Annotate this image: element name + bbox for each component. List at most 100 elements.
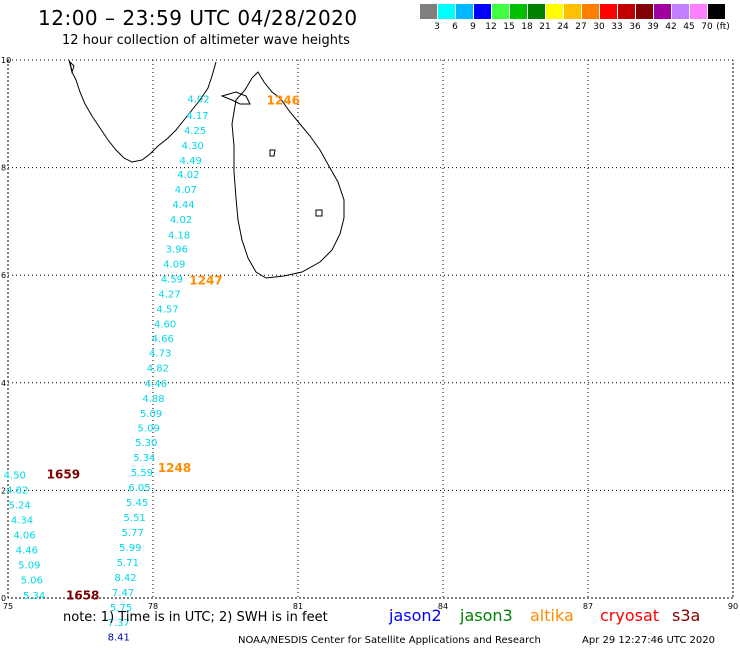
color-scale-legend: 3 6 9 12 15 18 21 24 27 30 33 36 39 42 45 70 (ft) [420, 4, 730, 38]
color-scale-swatch [690, 4, 707, 19]
y-tick-label: 0 [1, 594, 6, 603]
islet-2 [315, 209, 323, 217]
map-subtitle: 12 hour collection of altimeter wave hei… [62, 33, 350, 48]
wave-height-value: 4.82 [6, 485, 28, 496]
color-scale-label: 21 [539, 22, 551, 32]
color-scale-label: 45 [683, 22, 695, 32]
color-scale-swatch [492, 4, 509, 19]
sri-lanka-coastline [231, 71, 345, 279]
wave-height-value: 5.75 [110, 603, 132, 614]
wave-height-value: 5.51 [124, 513, 146, 524]
wave-height-value: 5.30 [135, 438, 157, 449]
wave-height-value: 8.41 [108, 633, 130, 644]
color-scale-label: 70 [701, 22, 713, 32]
wave-height-value: 4.59 [161, 274, 183, 285]
color-scale-swatch [438, 4, 455, 19]
color-scale-label: 39 [647, 22, 659, 32]
color-scale-label: 15 [503, 22, 515, 32]
x-tick-label: 78 [148, 602, 158, 611]
color-scale-swatch [420, 4, 437, 19]
satellite-jason3: jason3 [460, 606, 513, 625]
wave-height-value: 5.34 [133, 453, 155, 464]
coastline-india [68, 59, 217, 163]
color-scale-swatch [456, 4, 473, 19]
wave-height-value: 4.18 [168, 230, 190, 241]
map-frame [7, 59, 734, 599]
color-scale-label: 42 [665, 22, 677, 32]
axis-labels: 75 78 81 84 87 90 0 2 4 6 8 10 [1, 56, 738, 611]
wave-height-value: 5.09 [138, 423, 160, 434]
wave-height-value: 4.34 [11, 515, 33, 526]
pass-time-label: 1248 [158, 461, 191, 475]
color-scale-swatch [618, 4, 635, 19]
satellite-jason2: jason2 [389, 606, 442, 625]
color-scale-swatch [510, 4, 527, 19]
wave-height-value: 4.46 [16, 546, 38, 557]
wave-height-value: 4.82 [147, 364, 169, 375]
color-scale-swatch [564, 4, 581, 19]
x-tick-label: 87 [583, 602, 593, 611]
y-tick-label: 8 [1, 164, 6, 173]
y-tick-label: 6 [1, 271, 6, 280]
color-scale-label: 36 [629, 22, 641, 32]
map-grid [7, 59, 734, 599]
color-scale-swatch [546, 4, 563, 19]
y-tick-label: 10 [1, 56, 11, 65]
wave-height-value: 7.37 [108, 618, 130, 629]
color-scale-label: 6 [452, 22, 458, 32]
wave-height-value: 5.45 [126, 498, 148, 509]
color-scale-label: 24 [557, 22, 569, 32]
units-note: note: 1) Time is in UTC; 2) SWH is in fe… [63, 610, 328, 625]
india-coastline [68, 59, 217, 163]
wave-height-value: 4.30 [182, 141, 204, 152]
wave-height-value: 5.24 [9, 500, 31, 511]
x-tick-label: 90 [728, 602, 738, 611]
wave-height-value: 4.88 [142, 394, 164, 405]
wave-height-value: 4.17 [186, 111, 208, 122]
color-scale-swatch [474, 4, 491, 19]
wave-height-value: 7.47 [112, 588, 134, 599]
pass-time-label: 1246 [267, 93, 300, 107]
wave-height-value: 4.46 [145, 379, 167, 390]
wave-height-value: 4.09 [163, 259, 185, 270]
wave-height-value: 4.60 [154, 320, 176, 331]
wave-height-value: 5.09 [140, 409, 162, 420]
x-tick-label: 75 [3, 602, 13, 611]
color-scale-swatch [600, 4, 617, 19]
wave-height-value: 8.42 [114, 573, 136, 584]
color-scale-swatch [582, 4, 599, 19]
india-islet [69, 60, 75, 74]
pass-time-label: 1658 [66, 588, 99, 602]
wave-height-value: 4.57 [156, 305, 178, 316]
x-tick-label: 84 [438, 602, 448, 611]
jaffna-peninsula [220, 91, 251, 105]
pass-time-labels: 1246 1247 1248 1659 1658 [47, 93, 300, 602]
wave-height-value: 5.09 [18, 561, 40, 572]
wave-height-value: 5.99 [119, 543, 141, 554]
satellite-s3a: s3a [672, 606, 701, 625]
credit-line: NOAA/NESDIS Center for Satellite Applica… [238, 635, 541, 646]
generated-timestamp: Apr 29 12:27:46 UTC 2020 [582, 635, 715, 646]
satellite-cryosat: cryosat [600, 606, 660, 625]
wave-height-value: 4.07 [175, 185, 197, 196]
wave-height-value: 5.71 [117, 558, 139, 569]
color-scale-swatch [654, 4, 671, 19]
wave-height-points: 4.02 4.17 4.25 4.30 4.49 4.02 4.07 4.44 4.02 4.18… [4, 95, 210, 644]
color-scale-swatch [528, 4, 545, 19]
wave-height-value: 4.73 [149, 349, 171, 360]
pass-time-label: 1659 [47, 467, 80, 481]
wave-height-value: 5.06 [21, 576, 43, 587]
y-tick-label: 2 [1, 486, 6, 495]
wave-height-value: 4.50 [4, 470, 26, 481]
color-scale-label: 33 [611, 22, 623, 32]
color-scale-label: 3 [434, 22, 440, 32]
wave-height-value: 6.05 [128, 483, 150, 494]
color-scale-unit: (ft) [716, 22, 730, 32]
wave-height-value: 5.77 [122, 528, 144, 539]
wave-height-value: 4.25 [184, 126, 206, 137]
islet-1 [269, 149, 276, 157]
wave-height-value: 5.34 [23, 591, 45, 602]
coastline-sri-lanka [220, 71, 345, 279]
color-scale-label: 27 [575, 22, 587, 32]
wave-height-value: 4.49 [180, 156, 202, 167]
